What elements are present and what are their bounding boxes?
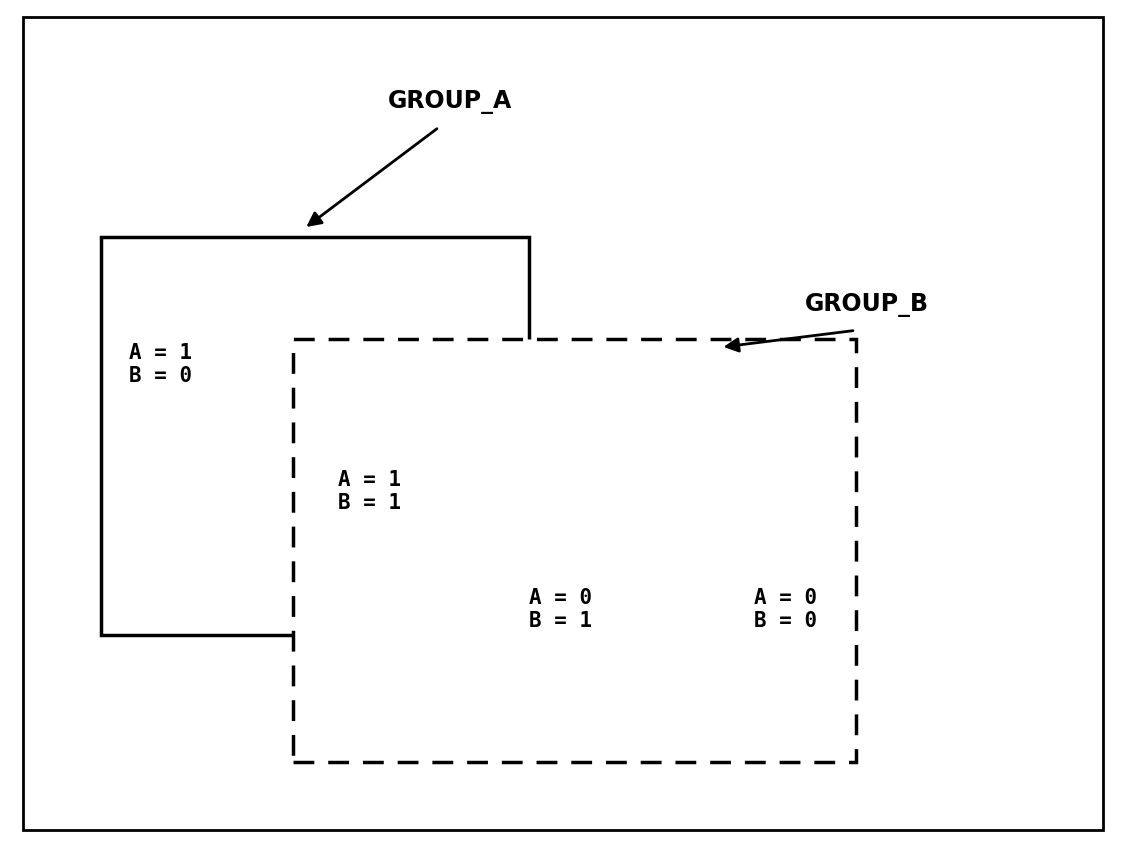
Text: A = 0
B = 0: A = 0 B = 0 bbox=[754, 588, 817, 632]
Text: A = 1
B = 1: A = 1 B = 1 bbox=[338, 469, 401, 513]
Bar bbox=[293, 339, 856, 762]
Text: GROUP_A: GROUP_A bbox=[388, 90, 512, 113]
Text: A = 0
B = 1: A = 0 B = 1 bbox=[529, 588, 592, 632]
Text: A = 1
B = 0: A = 1 B = 0 bbox=[129, 342, 193, 386]
Text: GROUP_B: GROUP_B bbox=[805, 293, 929, 317]
Bar bbox=[101, 237, 529, 635]
